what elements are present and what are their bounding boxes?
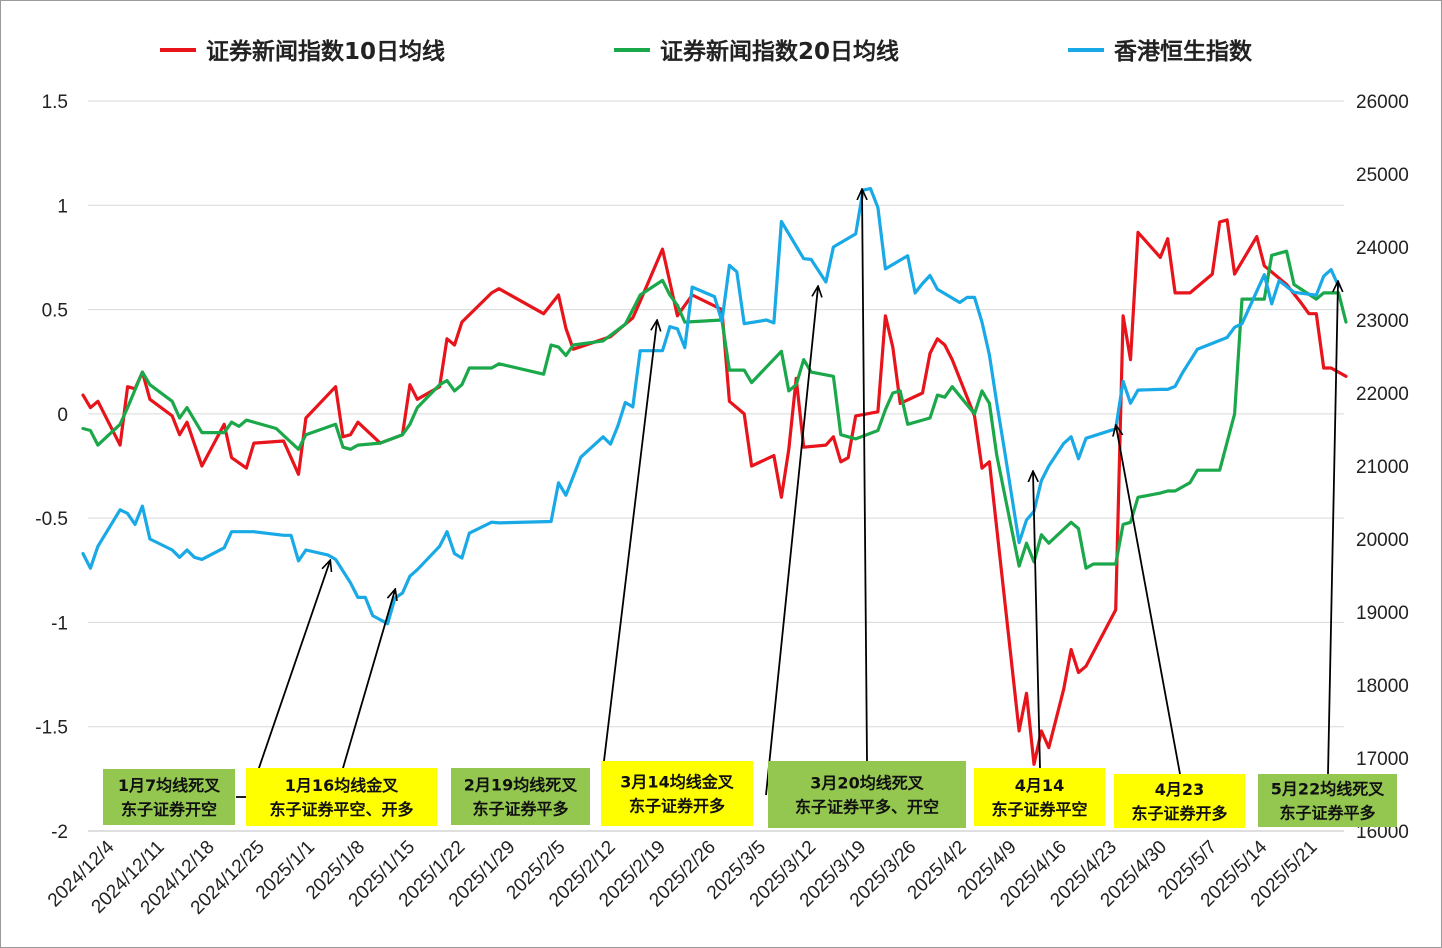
annotation-bg xyxy=(601,761,753,826)
right-tick-label: 18000 xyxy=(1356,676,1409,697)
annotation-line: 2月19均线死叉 xyxy=(464,776,578,795)
annotation-arrow-6 xyxy=(1116,426,1181,775)
annotation-bg xyxy=(1258,774,1397,827)
annotation-line: 东子证券平多 xyxy=(472,800,568,819)
left-tick-label: -1 xyxy=(51,613,68,634)
annotation-line: 4月23 xyxy=(1155,780,1204,799)
right-tick-label: 17000 xyxy=(1356,749,1409,770)
gridlines xyxy=(88,100,1344,832)
legend: 证券新闻指数10日均线 证券新闻指数20日均线 香港恒生指数 xyxy=(160,38,1253,65)
annotation-bg xyxy=(974,768,1105,826)
left-tick-label: 1 xyxy=(57,196,68,217)
right-tick-label: 16000 xyxy=(1356,822,1409,843)
annotation-bg xyxy=(768,761,966,828)
right-tick-label: 26000 xyxy=(1356,92,1409,113)
left-tick-label: -1.5 xyxy=(35,718,68,739)
legend-label-0: 证券新闻指数10日均线 xyxy=(206,38,445,65)
annotation-boxes: 1月7均线死叉东子证券开空1月16均线金叉东子证券平空、开多2月19均线死叉东子… xyxy=(103,761,1397,828)
right-tick-label: 21000 xyxy=(1356,457,1409,478)
left-tick-label: 1.5 xyxy=(42,92,68,113)
annotation-bg xyxy=(1114,774,1245,828)
annotation-line: 东子证券开多 xyxy=(1131,804,1227,823)
annotation-bg xyxy=(103,769,235,825)
annotation-arrow-3 xyxy=(765,287,818,796)
annotation-line: 1月7均线死叉 xyxy=(118,776,221,795)
annotation-line: 东子证券平多 xyxy=(1279,804,1375,823)
left-tick-label: 0.5 xyxy=(42,301,68,322)
series-line-2 xyxy=(81,187,1341,626)
x-axis-ticks: 2024/12/42024/12/112024/12/182024/12/252… xyxy=(44,836,1322,918)
annotation-bg xyxy=(246,768,437,826)
annotation-arrow-1 xyxy=(342,590,395,769)
left-tick-label: -0.5 xyxy=(35,509,68,530)
annotation-arrow-0 xyxy=(236,561,330,798)
annotation-line: 5月22均线死叉 xyxy=(1271,780,1385,799)
annotation-line: 4月14 xyxy=(1015,776,1064,795)
annotation-line: 3月14均线金叉 xyxy=(620,773,734,792)
annotation-box-6: 4月23 东子证券开多 xyxy=(1114,774,1245,828)
annotation-line: 东子证券开空 xyxy=(121,800,217,819)
annotation-arrow-4 xyxy=(862,190,868,762)
right-axis-ticks: 26000 25000 24000 23000 22000 21000 20000 19000… xyxy=(1356,92,1409,843)
annotation-arrow-7 xyxy=(1327,282,1338,775)
right-tick-label: 22000 xyxy=(1356,384,1409,405)
annotation-line: 1月16均线金叉 xyxy=(285,776,399,795)
annotation-line: 东子证券平空 xyxy=(991,800,1087,819)
right-tick-label: 24000 xyxy=(1356,238,1409,259)
series-line-0 xyxy=(81,218,1348,766)
right-tick-label: 19000 xyxy=(1356,603,1409,624)
left-tick-label: -2 xyxy=(51,822,68,843)
annotation-arrow-2 xyxy=(603,321,657,762)
annotation-box-5: 4月14 东子证券平空 xyxy=(974,768,1105,826)
annotation-line: 东子证券开多 xyxy=(629,797,725,816)
legend-label-1: 证券新闻指数20日均线 xyxy=(660,38,899,65)
series-layer xyxy=(81,187,1348,766)
right-tick-label: 20000 xyxy=(1356,530,1409,551)
annotation-bg xyxy=(451,768,590,825)
left-tick-label: 0 xyxy=(57,405,68,426)
annotation-line: 东子证券平多、开空 xyxy=(795,798,939,817)
annotation-arrow-5 xyxy=(1033,472,1041,769)
left-axis-ticks: 1.5 1 0.5 0 -0.5 -1 -1.5 -2 xyxy=(35,92,68,843)
right-tick-label: 23000 xyxy=(1356,311,1409,332)
annotation-line: 东子证券平空、开多 xyxy=(269,800,413,819)
legend-label-2: 香港恒生指数 xyxy=(1114,39,1253,65)
right-tick-label: 25000 xyxy=(1356,165,1409,186)
annotation-arrows xyxy=(236,190,1338,798)
annotation-line: 3月20均线死叉 xyxy=(810,774,924,793)
